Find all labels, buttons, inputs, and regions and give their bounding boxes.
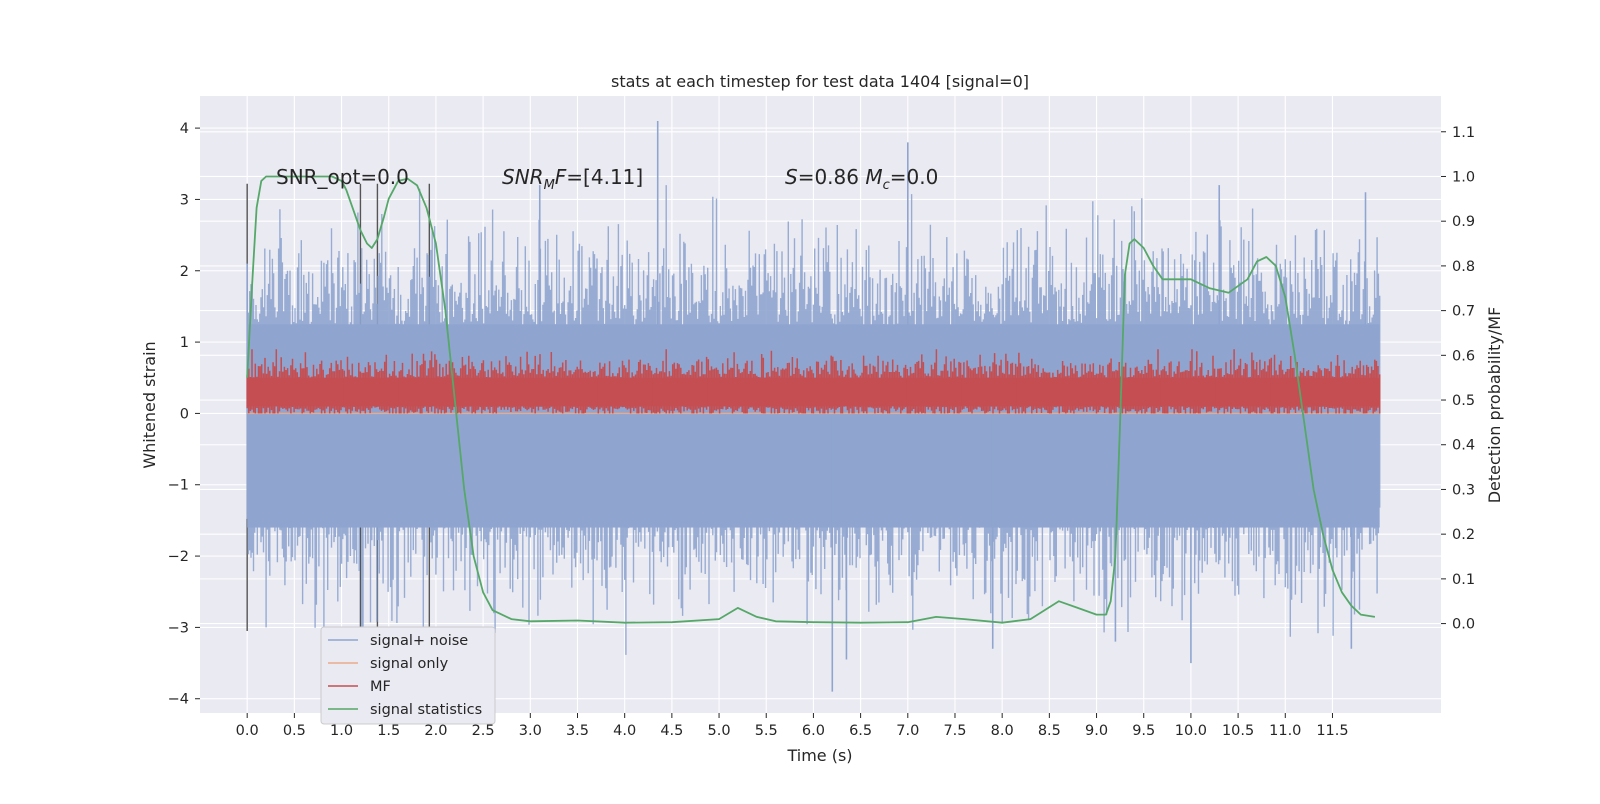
y-tick-label: −3 <box>168 620 189 636</box>
legend-label-signal-statistics: signal statistics <box>370 702 482 718</box>
legend: signal+ noise signal only MF signal stat… <box>320 626 496 725</box>
x-tick-label: 9.5 <box>1132 723 1155 739</box>
y-tick-label: −2 <box>168 549 189 565</box>
y-right-tick-label: 0.8 <box>1452 259 1475 275</box>
mf-trace <box>246 349 1381 414</box>
y-tick-label: 2 <box>180 264 189 280</box>
y-right-tick-label: 0.7 <box>1452 304 1475 320</box>
y-right-tick-label: 1.0 <box>1452 169 1475 185</box>
y-right-tick-label: 0.6 <box>1452 348 1475 364</box>
y-right-tick-label: 1.1 <box>1452 125 1475 141</box>
y-right-axis-label: Detection probability/MF <box>1485 307 1504 504</box>
annotation-snr-mf: SNRMF=[4.11] <box>502 165 643 193</box>
annotation-snr-opt: SNR_opt=0.0 <box>276 165 409 189</box>
chart-title: stats at each timestep for test data 140… <box>611 72 1029 91</box>
x-tick-label: 7.5 <box>943 723 966 739</box>
x-tick-label: 6.5 <box>849 723 872 739</box>
x-tick-label: 6.0 <box>802 723 825 739</box>
x-tick-label: 2.0 <box>424 723 447 739</box>
annotation-s-mc: S=0.86 Mc=0.0 <box>785 165 938 193</box>
x-tick-label: 3.0 <box>519 723 542 739</box>
x-tick-label: 3.5 <box>566 723 589 739</box>
y-tick-label: −4 <box>168 692 189 708</box>
x-tick-label: 11.0 <box>1269 723 1301 739</box>
y-right-axis-ticks: 1.1 1.0 0.9 0.8 0.7 0.6 0.5 0.4 0.3 0.2 0.1 0.0 <box>1441 125 1475 633</box>
x-tick-label: 10.5 <box>1222 723 1254 739</box>
y-right-tick-label: 0.4 <box>1452 438 1475 454</box>
y-axis-ticks: 4 3 2 1 0 −1 −2 −3 −4 <box>168 121 200 708</box>
x-tick-label: 9.0 <box>1085 723 1108 739</box>
x-tick-label: 4.0 <box>613 723 636 739</box>
y-tick-label: −1 <box>168 478 189 494</box>
x-tick-label: 0.5 <box>283 723 306 739</box>
y-tick-label: 0 <box>180 406 189 422</box>
legend-label-signal-only: signal only <box>370 656 449 672</box>
legend-label-signal-noise: signal+ noise <box>370 633 468 649</box>
y-right-tick-label: 0.2 <box>1452 527 1475 543</box>
x-tick-label: 11.5 <box>1316 723 1348 739</box>
y-tick-label: 3 <box>180 192 189 208</box>
legend-box <box>320 626 496 725</box>
legend-label-mf: MF <box>370 679 391 695</box>
y-right-tick-label: 0.1 <box>1452 572 1475 588</box>
x-tick-label: 2.5 <box>472 723 495 739</box>
y-right-tick-label: 0.0 <box>1452 617 1475 633</box>
y-right-tick-label: 0.9 <box>1452 214 1475 230</box>
x-axis-label: Time (s) <box>786 746 852 765</box>
x-tick-label: 8.0 <box>991 723 1014 739</box>
x-tick-label: 7.0 <box>896 723 919 739</box>
series-signal-noise <box>246 120 1381 692</box>
y-right-tick-label: 0.5 <box>1452 393 1475 409</box>
y-right-tick-label: 0.3 <box>1452 482 1475 498</box>
x-tick-label: 5.0 <box>708 723 731 739</box>
y-tick-label: 1 <box>180 335 189 351</box>
x-tick-label: 0.0 <box>236 723 259 739</box>
noise-core-band <box>247 324 1380 528</box>
series-mf <box>246 349 1381 414</box>
x-tick-label: 8.5 <box>1038 723 1061 739</box>
x-tick-label: 4.5 <box>660 723 683 739</box>
x-tick-label: 1.5 <box>377 723 400 739</box>
series-signal-statistics <box>246 175 1376 624</box>
y-axis-label: Whitened strain <box>140 341 159 468</box>
x-axis-ticks: 0.0 0.5 1.0 1.5 2.0 2.5 3.0 3.5 4.0 4.5 5.0 5.5 6.0 6… <box>236 713 1349 739</box>
x-tick-label: 10.0 <box>1175 723 1207 739</box>
signal-statistics-line <box>246 175 1376 624</box>
x-tick-label: 1.0 <box>330 723 353 739</box>
x-tick-label: 5.5 <box>755 723 778 739</box>
annotations: SNR_opt=0.0 SNRMF=[4.11] S=0.86 Mc=0.0 <box>276 165 938 193</box>
y-tick-label: 4 <box>180 121 189 137</box>
